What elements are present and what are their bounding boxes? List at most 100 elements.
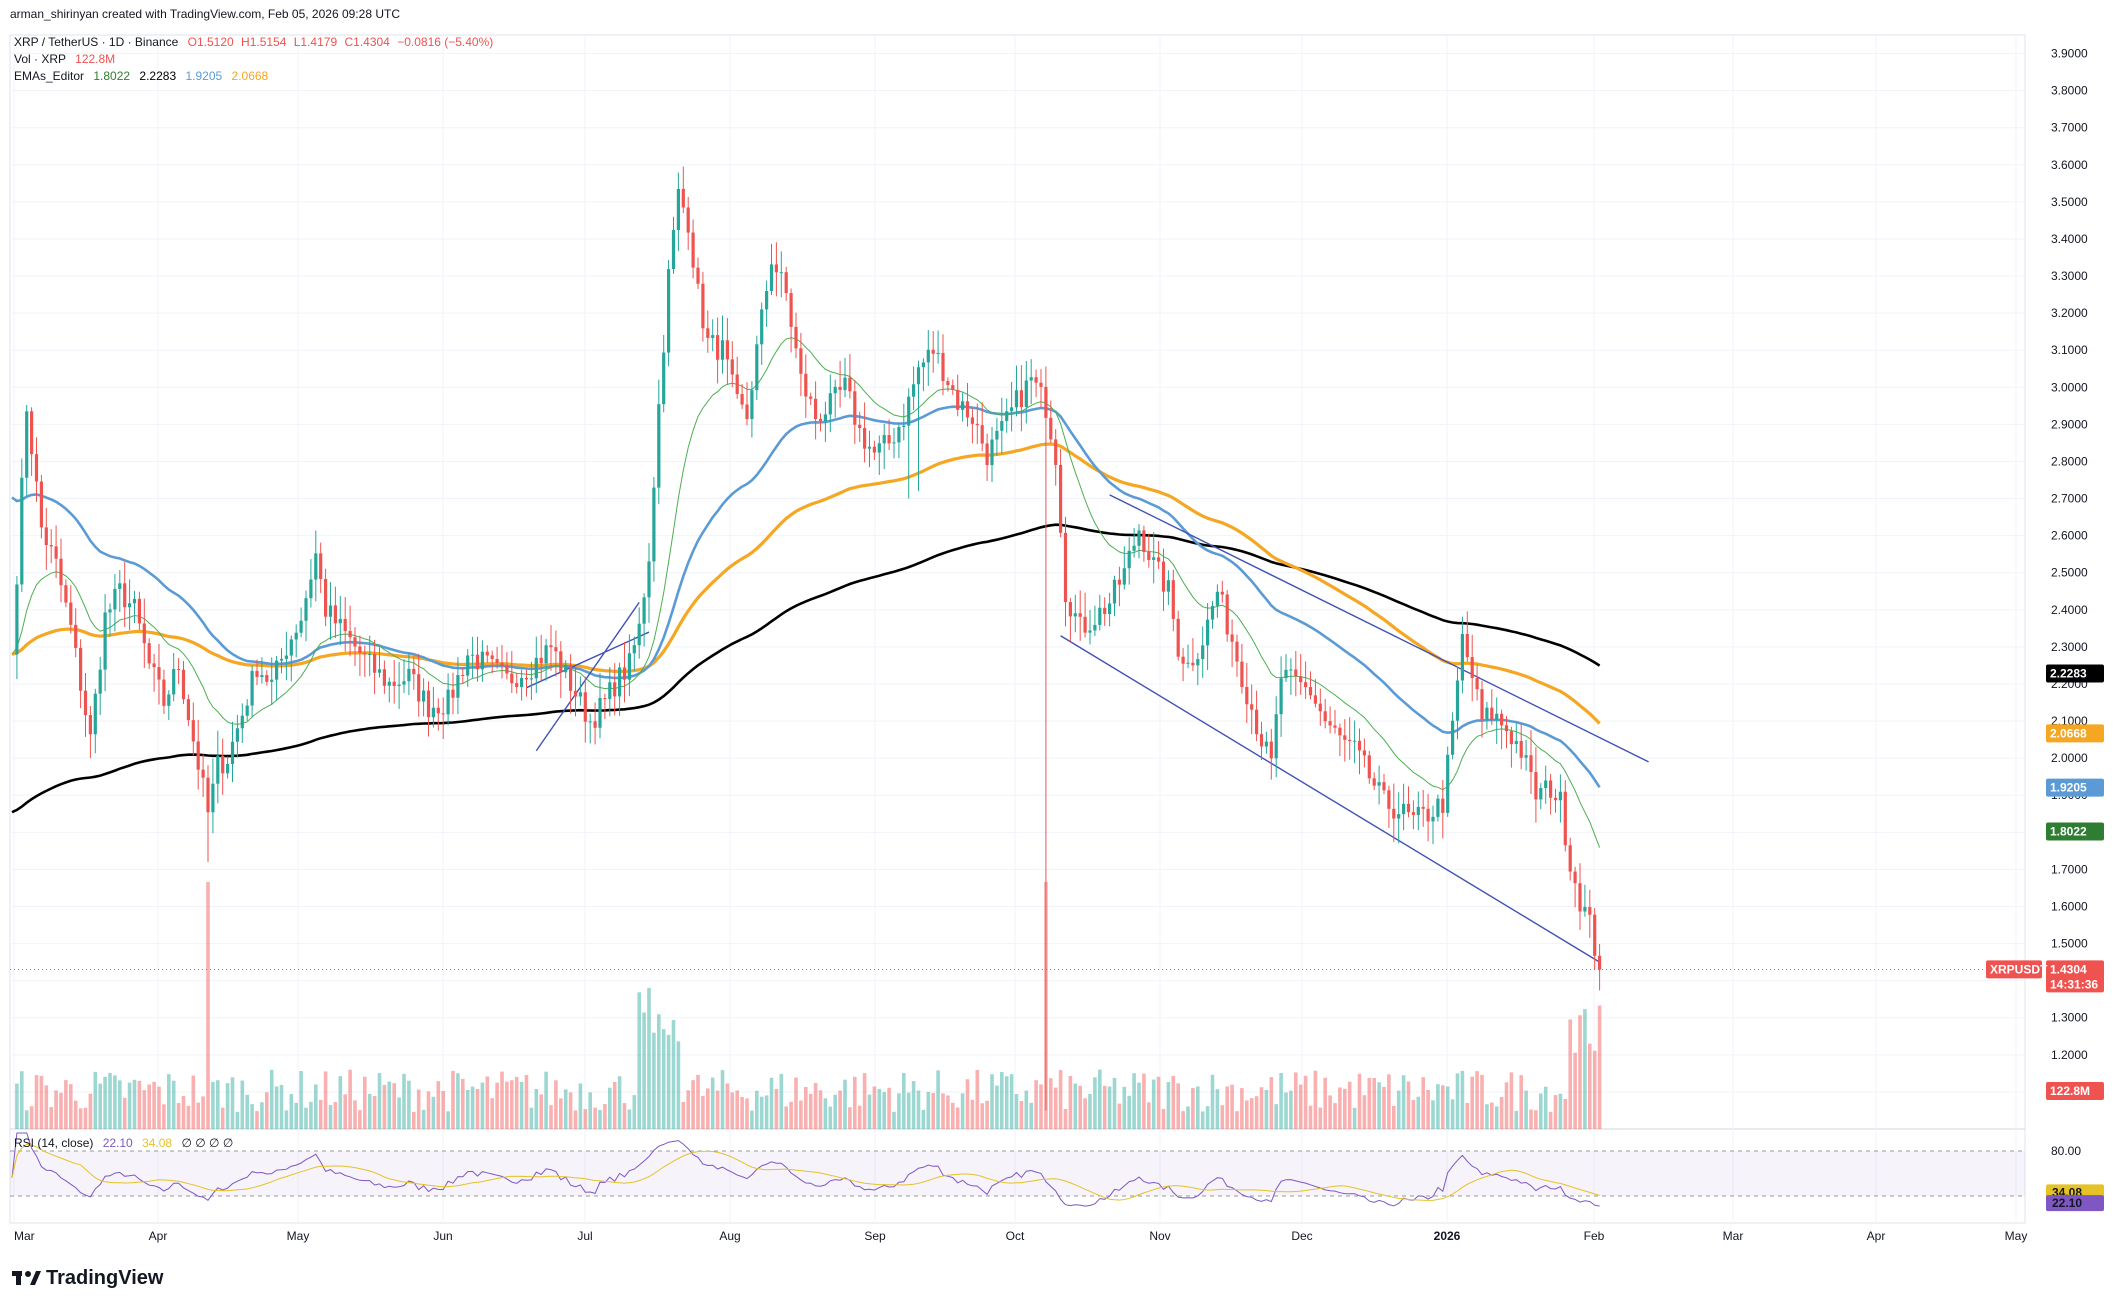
volume-bar [823, 1098, 828, 1129]
candle-body [1259, 734, 1264, 747]
volume-bar [740, 1097, 744, 1129]
volume-bar [549, 1105, 553, 1129]
axis-tags: 2.2283 2.0668 1.9205 1.8022 1.430414:31:36XR… [1986, 664, 2104, 1212]
volume-bar [1210, 1074, 1215, 1129]
volume-bar [269, 1069, 274, 1129]
price-axis[interactable]: 3.9000 3.8000 3.7000 3.6000 3.5000 3.4000 3.30… [2051, 47, 2088, 1099]
time-axis[interactable]: Mar Apr May Jun Jul Aug Sep Oct Nov Dec 2026 Feb Mar… [14, 1229, 2027, 1243]
candle-body [774, 264, 778, 273]
volume-bar [162, 1104, 166, 1129]
volume-bar [529, 1107, 534, 1129]
candle-body [123, 583, 127, 608]
candle-body [49, 545, 53, 547]
candle-body [701, 283, 705, 329]
rsi-legend[interactable]: RSI (14, close) 22.10 34.08 ∅ ∅ ∅ ∅ [14, 1136, 233, 1150]
price-tick-label: 2.5000 [2051, 566, 2088, 580]
volume-bar [314, 1084, 318, 1129]
volume-bar [186, 1105, 191, 1129]
volume-bar [813, 1082, 818, 1129]
candle-body [887, 435, 891, 444]
rsi-tag-bg [2046, 1195, 2104, 1212]
price-tick-label: 2.7000 [2051, 492, 2088, 506]
volume-bar [1014, 1093, 1019, 1129]
candle-body [1529, 755, 1533, 773]
volume-bar [995, 1085, 999, 1129]
candle-body [172, 669, 176, 695]
volume-bar [1137, 1082, 1141, 1129]
candle-body [1112, 579, 1117, 604]
ema-slow-tag-bg [2046, 724, 2104, 743]
volume-bar [1445, 1086, 1450, 1129]
candle-body [1176, 618, 1180, 657]
volume-bar [755, 1090, 759, 1129]
ema-legend[interactable]: EMAs_Editor 1.8022 2.2283 1.9205 2.0668 [14, 69, 269, 83]
candle-body [627, 653, 631, 680]
candle-body [245, 705, 249, 716]
candle-body [475, 654, 480, 670]
volume-bar [627, 1109, 632, 1129]
candle-body [221, 755, 225, 774]
volume-bar [113, 1075, 117, 1129]
volume-bar [15, 1083, 19, 1129]
candle-body [779, 272, 783, 274]
candle-body [1230, 634, 1234, 642]
volume-bars [15, 882, 1602, 1129]
candle-body [289, 639, 293, 656]
volume-bar [461, 1078, 465, 1129]
volume-bar [426, 1091, 431, 1129]
ema-long-tag: 2.2283 [2050, 666, 2087, 680]
symbol-tag-bg [1986, 960, 2042, 979]
volume-bar [167, 1074, 171, 1129]
candle-body [1495, 713, 1499, 720]
volume-bar [265, 1092, 269, 1129]
grid [10, 35, 2025, 1223]
volume-bar [691, 1080, 695, 1129]
volume-bar [559, 1098, 563, 1129]
volume-legend[interactable]: Vol · XRP 122.8M [14, 52, 115, 66]
candle-body [314, 553, 318, 580]
candle-body [1431, 816, 1435, 822]
volume-bar [1524, 1090, 1528, 1129]
volume-bar [73, 1100, 78, 1129]
candle-body [691, 232, 695, 268]
candle-body [1568, 845, 1572, 872]
price-tick-label: 1.2000 [2051, 1048, 2088, 1062]
volume-bar [377, 1073, 382, 1129]
candle-body [1137, 530, 1141, 546]
tradingview-logo[interactable]: TradingView [12, 1267, 164, 1289]
candle-body [784, 272, 788, 294]
symbol-title[interactable]: XRP / TetherUS · 1D · Binance O1.5120 H1… [14, 35, 493, 49]
volume-bar [931, 1092, 935, 1129]
candle-body [671, 230, 676, 270]
volume-bar [216, 1080, 220, 1129]
volume-bar [1171, 1075, 1176, 1129]
candle-body [226, 764, 230, 774]
price-tick-label: 3.3000 [2051, 269, 2088, 283]
author-line: arman_shirinyan created with TradingView… [10, 7, 400, 21]
candle-body [985, 443, 989, 466]
candle-body [956, 389, 960, 410]
candle-body [872, 446, 876, 453]
candle-body [1524, 755, 1528, 758]
candle-body [1426, 808, 1430, 822]
volume-bar [1460, 1070, 1465, 1129]
candle-body [1343, 735, 1347, 740]
candle-body [1186, 662, 1190, 664]
volume-bar [583, 1109, 588, 1129]
volume-bar [235, 1111, 240, 1129]
volume-bar [1539, 1093, 1543, 1129]
volume-bar [848, 1107, 852, 1129]
candle-body [544, 645, 548, 664]
volume-bar [510, 1080, 514, 1129]
price-tag: 1.4304 [2050, 962, 2087, 976]
candle-body [471, 654, 475, 656]
candle-body [755, 344, 759, 391]
volume-bar [1470, 1076, 1474, 1129]
candle-body [1421, 806, 1425, 809]
volume-bar [29, 1106, 34, 1129]
candle-body [1333, 725, 1337, 728]
rising-channel-lower [535, 601, 640, 752]
volume-bar [1176, 1083, 1180, 1129]
candle-body [157, 667, 161, 680]
